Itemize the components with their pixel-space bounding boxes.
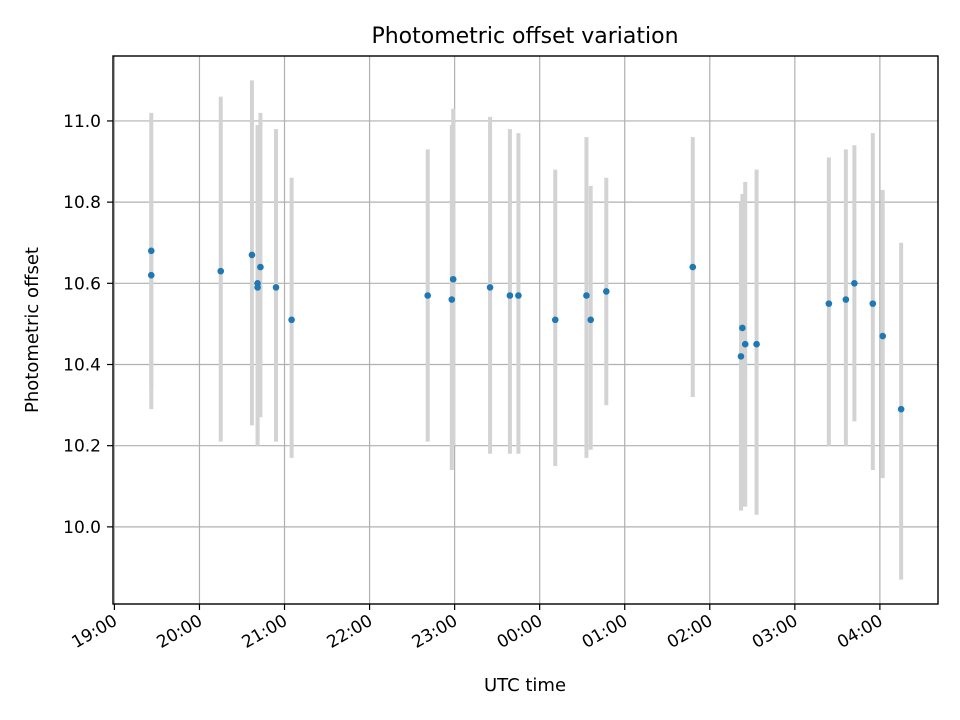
x-tick-label: 00:00 (494, 611, 546, 653)
data-point (515, 292, 522, 299)
x-tick-label: 21:00 (239, 611, 291, 653)
x-tick-label: 03:00 (749, 611, 801, 653)
data-point (587, 316, 595, 324)
data-point (424, 292, 431, 299)
data-point (753, 340, 760, 348)
data-point (842, 296, 850, 303)
y-tick-label: 10.2 (63, 437, 101, 457)
point-layer (147, 247, 905, 413)
data-point (583, 292, 590, 299)
y-axis-label: Photometric offset (22, 247, 43, 413)
data-point (254, 284, 261, 291)
x-axis-label: UTC time (484, 675, 566, 696)
data-point (486, 284, 494, 291)
data-point (879, 332, 887, 340)
data-point (506, 292, 514, 299)
plot-frame (112, 55, 939, 605)
data-point (869, 300, 877, 307)
data-point (741, 340, 749, 348)
data-point (147, 247, 155, 255)
grid-layer (113, 56, 938, 604)
y-tick-label: 10.0 (63, 518, 101, 538)
x-tick-label: 23:00 (409, 611, 461, 653)
y-tick-label: 10.6 (63, 274, 101, 294)
y-tick-label: 11.0 (63, 112, 101, 132)
data-point (217, 267, 225, 275)
data-point (897, 405, 905, 413)
data-point (851, 280, 858, 287)
errorbar-layer (149, 80, 904, 580)
chart-title: Photometric offset variation (371, 24, 678, 49)
data-point (288, 316, 295, 324)
data-point (739, 324, 746, 332)
data-point (551, 316, 559, 324)
y-axis-ticks: 10.0 10.2 10.4 10.6 10.8 11.0 (63, 112, 113, 538)
x-tick-label: 22:00 (324, 611, 376, 653)
x-tick-label: 04:00 (834, 611, 886, 653)
data-point (147, 271, 155, 279)
y-tick-label: 10.8 (63, 193, 101, 213)
data-point (737, 353, 745, 360)
data-point (248, 251, 256, 259)
data-point (272, 284, 280, 291)
data-point (825, 300, 833, 307)
data-point (602, 288, 610, 295)
data-point (449, 275, 457, 283)
x-tick-label: 20:00 (154, 611, 206, 653)
data-point (689, 263, 697, 271)
data-point (448, 296, 456, 303)
x-tick-label: 02:00 (664, 611, 716, 653)
data-point (257, 263, 264, 271)
x-axis-ticks: 19:00 20:00 21:00 22:00 23:00 00:00 01:00 02:00… (68, 604, 886, 653)
y-tick-label: 10.4 (63, 356, 101, 376)
x-tick-label: 19:00 (68, 611, 120, 653)
x-tick-label: 01:00 (579, 611, 631, 653)
